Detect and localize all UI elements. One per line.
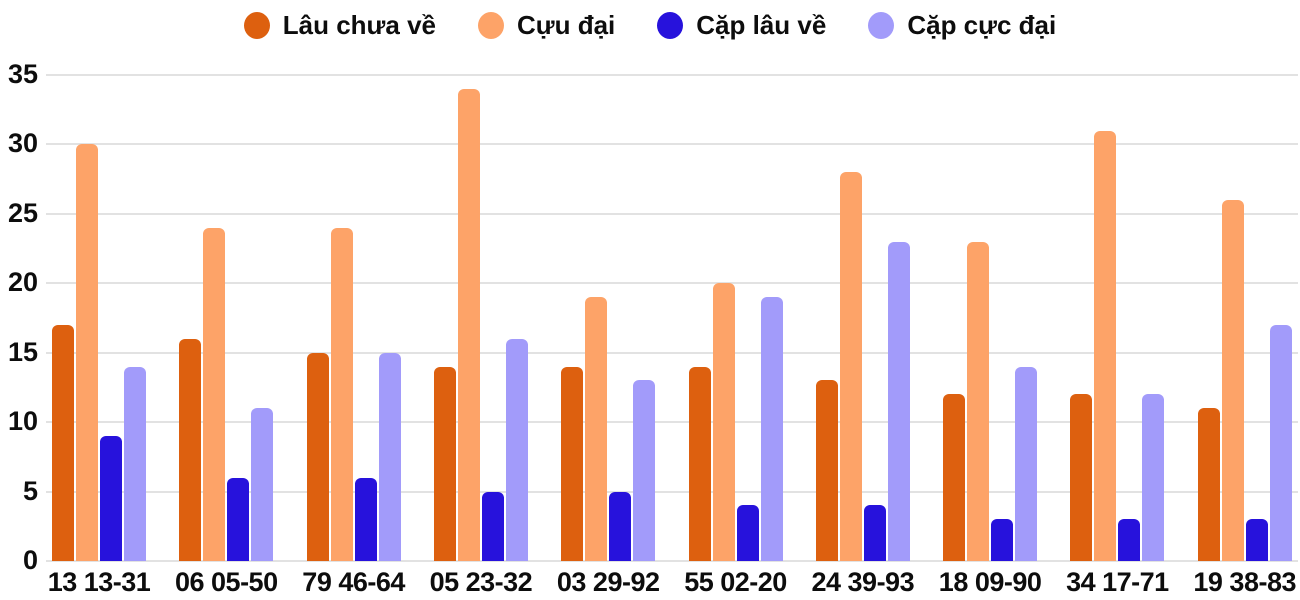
- bar[interactable]: [354, 477, 377, 561]
- y-axis-tick-label: 5: [22, 475, 38, 506]
- bar[interactable]: [76, 144, 98, 561]
- bar[interactable]: [887, 241, 910, 561]
- bar[interactable]: [124, 366, 146, 561]
- bar[interactable]: [1094, 130, 1117, 561]
- y-axis-tick-label: 25: [7, 197, 38, 228]
- bar[interactable]: [712, 283, 735, 561]
- bar[interactable]: [505, 338, 528, 561]
- bar[interactable]: [1118, 519, 1141, 561]
- x-axis-label: 13 13-31: [47, 567, 151, 597]
- gridline: [46, 490, 1298, 493]
- x-axis-label: 79 46-64: [302, 567, 405, 597]
- bar[interactable]: [251, 408, 274, 561]
- y-axis-tick-label: 20: [7, 267, 38, 298]
- legend-label: Cặp lâu về: [696, 10, 827, 40]
- x-axis-label: 19 38-83: [1193, 567, 1296, 597]
- gridline: [46, 282, 1298, 285]
- bar[interactable]: [52, 324, 74, 561]
- x-axis-label: 24 39-93: [811, 567, 915, 597]
- gridline: [46, 421, 1298, 424]
- bar[interactable]: [1269, 324, 1292, 561]
- x-axis-label: 06 05-50: [175, 567, 278, 597]
- bar[interactable]: [760, 297, 783, 561]
- legend-label: Cặp cực đại: [907, 10, 1057, 40]
- legend: Lâu chưa về Cựu đại Cặp lâu về Cặp cực đại: [0, 10, 1300, 40]
- bar[interactable]: [839, 172, 862, 561]
- y-axis-tick-label: 0: [22, 545, 38, 575]
- bar[interactable]: [1197, 408, 1220, 561]
- legend-swatch-icon: [243, 11, 270, 39]
- x-axis-label: 55 02-20: [684, 567, 787, 597]
- legend-swatch-icon: [868, 11, 895, 39]
- bar[interactable]: [227, 477, 250, 561]
- legend-item-3[interactable]: Cặp cực đại: [868, 10, 1056, 40]
- legend-item-0[interactable]: Lâu chưa về: [243, 10, 436, 40]
- bar[interactable]: [943, 394, 966, 561]
- bar[interactable]: [1221, 199, 1244, 561]
- x-axis-label: 03 29-92: [556, 567, 660, 597]
- bar[interactable]: [967, 241, 990, 561]
- bar[interactable]: [1245, 519, 1268, 561]
- bar[interactable]: [378, 352, 401, 561]
- gridline: [46, 351, 1298, 354]
- legend-item-2[interactable]: Cặp lâu về: [657, 10, 826, 40]
- bar[interactable]: [1015, 366, 1038, 561]
- legend-label: Lâu chưa về: [282, 10, 436, 40]
- x-axis-label: 05 23-32: [429, 567, 533, 597]
- y-axis-tick-label: 35: [7, 59, 38, 89]
- bar[interactable]: [585, 297, 608, 561]
- gridline: [46, 143, 1298, 146]
- bar[interactable]: [991, 519, 1014, 561]
- bar[interactable]: [433, 366, 456, 561]
- bar[interactable]: [457, 88, 480, 561]
- bar[interactable]: [306, 352, 329, 561]
- bar[interactable]: [736, 505, 759, 561]
- bar[interactable]: [330, 227, 353, 561]
- bar[interactable]: [609, 491, 632, 561]
- gridline: [46, 74, 1298, 76]
- y-axis-tick-label: 30: [7, 128, 38, 159]
- bar[interactable]: [203, 227, 226, 561]
- bar[interactable]: [1070, 394, 1093, 561]
- bar[interactable]: [179, 338, 202, 561]
- bar[interactable]: [1142, 394, 1165, 561]
- bar[interactable]: [100, 436, 122, 561]
- bar[interactable]: [633, 380, 656, 561]
- x-axis-label: 18 09-90: [938, 567, 1042, 597]
- legend-swatch-icon: [478, 11, 504, 39]
- bar[interactable]: [815, 380, 838, 561]
- legend-swatch-icon: [657, 11, 684, 39]
- bar[interactable]: [481, 491, 504, 561]
- y-axis-tick-label: 15: [7, 336, 38, 367]
- legend-item-1[interactable]: Cựu đại: [478, 10, 615, 40]
- y-axis-tick-label: 10: [7, 406, 38, 437]
- legend-label: Cựu đại: [517, 10, 616, 40]
- gridline: [46, 560, 1298, 562]
- bar[interactable]: [863, 505, 886, 561]
- bar[interactable]: [688, 366, 711, 561]
- x-axis-label: 34 17-71: [1066, 567, 1169, 597]
- bar[interactable]: [561, 366, 584, 561]
- gridline: [46, 212, 1298, 215]
